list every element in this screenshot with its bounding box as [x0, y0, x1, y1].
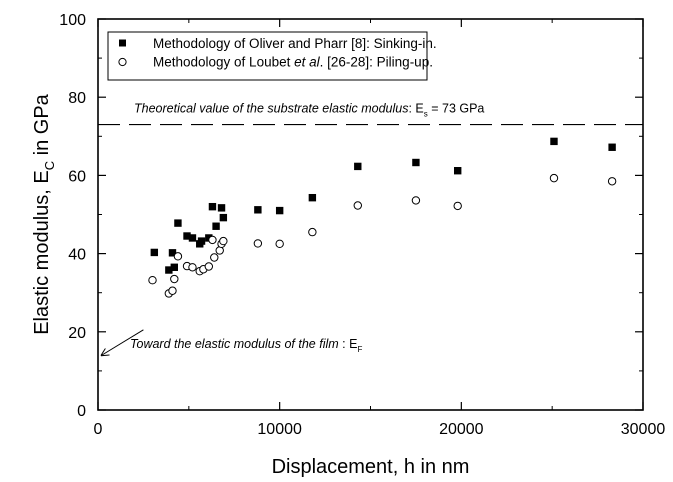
annotation-label-sub: F — [357, 345, 362, 354]
legend-box — [107, 31, 428, 81]
x-tick-label: 20000 — [439, 421, 484, 438]
data-point-oliver-pharr — [550, 137, 558, 146]
axis-ticks — [97, 18, 644, 411]
data-point-loubet — [275, 239, 284, 249]
data-point-loubet — [188, 263, 197, 272]
legend: Methodology of Oliver and Pharr [8]: Sin… — [107, 31, 437, 81]
data-point-loubet — [308, 227, 317, 237]
legend-label-oliver-pharr: Methodology of Oliver and Pharr [8]: Sin… — [153, 36, 437, 51]
y-axis-title: Elastic modulus, EC in GPa — [31, 93, 57, 334]
reference-line-label: Theoretical value of the substrate elast… — [134, 102, 484, 119]
annotation-label: Toward the elastic modulus of the film :… — [130, 337, 362, 354]
y-tick-label: 60 — [68, 168, 86, 185]
legend-label-loubet-c: . [26-28]: Piling-up. — [320, 55, 433, 70]
data-point-loubet — [253, 239, 263, 248]
y-tick-label: 40 — [68, 247, 86, 264]
y-axis-title-main: Elastic modulus, E — [31, 170, 53, 335]
data-point-oliver-pharr — [217, 204, 226, 212]
reference-label-value: = 73 GPa — [428, 102, 485, 116]
data-point-loubet — [219, 236, 228, 246]
plot-area — [97, 18, 644, 411]
x-tick-label: 10000 — [257, 421, 302, 438]
data-point-oliver-pharr — [174, 219, 182, 227]
reference-label-sub: s — [424, 110, 428, 119]
legend-marker-oliver-pharr — [119, 39, 126, 47]
data-point-oliver-pharr — [150, 248, 159, 257]
y-tick-label: 0 — [77, 403, 86, 420]
legend-label-loubet-a: Methodology of Loubet — [153, 55, 294, 70]
data-point-oliver-pharr — [183, 232, 191, 240]
reference-label-rest: : E — [408, 102, 423, 116]
data-point-oliver-pharr — [254, 206, 262, 214]
x-tick-label: 0 — [94, 421, 103, 438]
data-point-loubet — [204, 262, 214, 271]
x-tick-label: 30000 — [621, 421, 666, 438]
data-point-oliver-pharr — [454, 167, 462, 175]
data-point-oliver-pharr — [170, 263, 178, 271]
data-point-oliver-pharr — [188, 234, 197, 242]
data-point-oliver-pharr — [168, 249, 177, 257]
data-point-oliver-pharr — [165, 266, 173, 274]
data-point-loubet — [353, 201, 362, 210]
data-point-loubet — [411, 196, 421, 205]
legend-label-loubet-b: et al — [294, 55, 321, 70]
data-point-oliver-pharr — [354, 162, 362, 171]
data-point-loubet — [168, 286, 177, 295]
data-point-oliver-pharr — [219, 213, 228, 222]
annotation-label-rest: : E — [339, 337, 358, 351]
y-tick-label: 100 — [59, 12, 86, 29]
data-point-loubet — [173, 252, 183, 261]
y-tick-label: 80 — [68, 90, 86, 107]
data-marks — [148, 137, 617, 298]
data-point-loubet — [607, 177, 617, 186]
legend-label-loubet: Methodology of Loubet et al. [26-28]: Pi… — [153, 55, 433, 70]
data-point-loubet — [549, 173, 559, 183]
data-point-oliver-pharr — [608, 143, 616, 151]
y-axis-title-rest: in GPa — [31, 93, 53, 161]
data-point-oliver-pharr — [197, 237, 206, 245]
data-point-loubet — [208, 235, 217, 245]
tick-labels: 0 10000 20000 30000 0 20 40 60 80 100 — [59, 12, 665, 438]
data-point-oliver-pharr — [275, 206, 284, 215]
data-point-oliver-pharr — [412, 158, 420, 167]
data-point-oliver-pharr — [208, 202, 217, 211]
annotation-label-italic: Toward the elastic modulus of the film — [130, 337, 339, 351]
x-axis-title: Displacement, h in nm — [272, 456, 470, 478]
reference-label-italic: Theoretical value of the substrate elast… — [134, 102, 408, 116]
legend-marker-loubet — [118, 57, 127, 67]
data-point-loubet — [453, 201, 462, 211]
data-point-loubet — [210, 253, 219, 262]
y-tick-label: 20 — [68, 325, 86, 342]
data-point-oliver-pharr — [212, 222, 220, 230]
annotation-arrow — [102, 329, 144, 355]
data-point-loubet — [170, 274, 179, 284]
data-point-oliver-pharr — [308, 193, 317, 202]
y-axis-title-sub: C — [42, 161, 57, 170]
data-point-loubet — [148, 275, 157, 285]
